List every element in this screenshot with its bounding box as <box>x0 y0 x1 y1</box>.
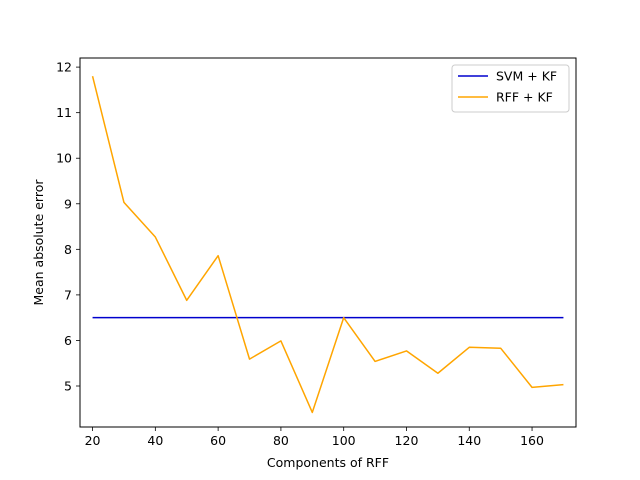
x-axis-ticks: 20 40 60 80 100 120 140 160 <box>85 427 544 448</box>
y-tick-label: 8 <box>64 242 72 257</box>
x-tick-label: 40 <box>147 433 163 448</box>
y-tick-label: 11 <box>56 105 72 120</box>
y-tick-label: 9 <box>64 196 72 211</box>
y-tick-label: 10 <box>56 151 72 166</box>
x-tick-label: 160 <box>520 433 544 448</box>
series-layer <box>91 76 564 414</box>
axes-frame <box>79 57 577 428</box>
series-line-rff-kf <box>91 76 564 414</box>
x-tick-label: 120 <box>395 433 419 448</box>
y-axis-label: Mean absolute error <box>31 179 46 306</box>
x-tick-label: 60 <box>210 433 226 448</box>
y-tick-label: 12 <box>56 60 72 75</box>
x-tick-label: 80 <box>273 433 289 448</box>
plot-area <box>79 57 577 428</box>
legend: SVM + KF RFF + KF <box>451 64 570 113</box>
x-tick-label: 100 <box>332 433 356 448</box>
y-tick-label: 5 <box>64 379 72 394</box>
legend-label-rff-kf: RFF + KF <box>496 90 553 105</box>
x-tick-label: 140 <box>457 433 481 448</box>
legend-label-svm-kf: SVM + KF <box>496 69 557 84</box>
y-axis-ticks: 5 6 7 8 9 10 11 12 <box>56 60 80 394</box>
x-axis-label: Components of RFF <box>267 455 389 470</box>
x-tick-label: 20 <box>85 433 101 448</box>
y-tick-label: 7 <box>64 287 72 302</box>
y-tick-label: 6 <box>64 333 72 348</box>
plot-background <box>80 58 576 427</box>
